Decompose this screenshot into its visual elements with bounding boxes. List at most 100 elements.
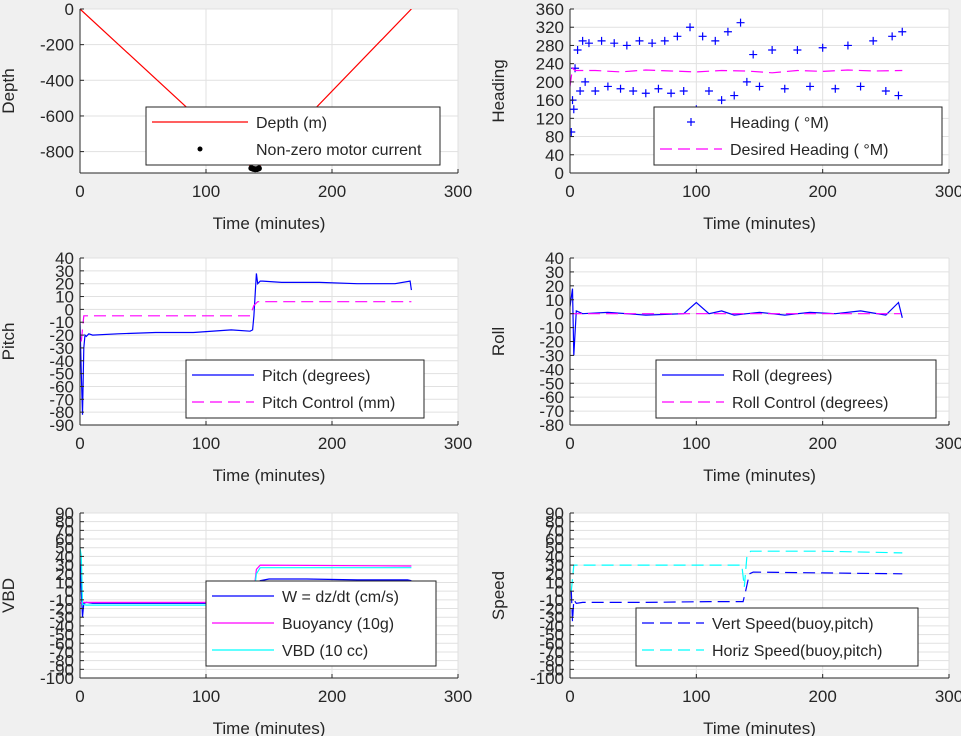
point-heading-m: [698, 32, 707, 41]
y-tick-label: -40: [539, 617, 564, 636]
point-heading-m: [578, 36, 587, 45]
x-tick-label: 300: [444, 434, 472, 453]
chart-vbd: 0 100 200 3009080706050403020100-10-20-30-4…: [0, 504, 472, 736]
y-tick-label: 40: [545, 547, 564, 566]
legend-swatch-non-zero-motor-current: [197, 146, 203, 152]
x-tick-label: 300: [935, 182, 961, 201]
y-tick-label: -10: [539, 591, 564, 610]
point-heading-m: [831, 84, 840, 93]
y-tick-label: -70: [49, 390, 74, 409]
y-tick-label: 120: [536, 109, 564, 128]
y-tick-label: 0: [65, 582, 74, 601]
point-heading-m: [780, 84, 789, 93]
x-tick-label: 200: [318, 434, 346, 453]
legend-label-vert-speed-buoy-pitch: Vert Speed(buoy,pitch): [712, 616, 874, 633]
point-heading-m: [679, 87, 688, 95]
legend-label-depth-m: Depth (m): [256, 115, 327, 132]
y-tick-label: -70: [539, 643, 564, 662]
y-tick-label: 160: [536, 91, 564, 110]
x-tick-label: 100: [682, 182, 710, 201]
x-tick-label: 300: [935, 687, 961, 706]
point-heading-m: [711, 36, 720, 45]
legend-label-w-dz-dt-cm-s: W = dz/dt (cm/s): [282, 589, 399, 606]
x-tick-label: 300: [444, 182, 472, 201]
legend-label-non-zero-motor-current: Non-zero motor current: [256, 142, 422, 159]
series-group: [570, 18, 907, 136]
y-tick-label: -400: [40, 71, 74, 90]
point-non-zero-motor-current: [255, 165, 262, 172]
y-tick-label: -100: [40, 669, 74, 688]
legend-box: [185, 359, 425, 419]
x-tick-label: 0: [565, 434, 574, 453]
y-tick-label: -60: [539, 634, 564, 653]
point-heading-m: [584, 39, 593, 48]
point-heading-m: [881, 87, 890, 95]
point-heading-m: [843, 41, 852, 50]
y-tick-label: 90: [545, 504, 564, 523]
point-heading-m: [597, 36, 606, 45]
point-heading-m: [667, 89, 676, 98]
y-tick-label: 0: [555, 164, 564, 183]
legend-label-vbd-10-cc: VBD (10 cc): [282, 643, 368, 660]
series-pitch-degrees: [80, 273, 412, 415]
y-tick-label: -50: [49, 626, 74, 645]
x-tick-label: 200: [808, 182, 836, 201]
y-tick-label: -200: [40, 36, 74, 55]
y-tick-label: 40: [545, 249, 564, 268]
y-tick-label: 80: [545, 128, 564, 147]
x-axis-label: Time (minutes): [703, 466, 816, 485]
y-tick-label: -30: [49, 339, 74, 358]
point-heading-m: [610, 39, 619, 48]
y-tick-label: 20: [55, 275, 74, 294]
x-tick-label: 100: [682, 687, 710, 706]
y-tick-label: 50: [55, 539, 74, 558]
y-axis-label: VBD: [0, 578, 18, 613]
point-heading-m: [749, 50, 758, 59]
x-axis-label: Time (minutes): [703, 719, 816, 736]
point-heading-m: [730, 91, 739, 100]
y-tick-label: 0: [555, 582, 564, 601]
y-tick-label: 20: [55, 565, 74, 584]
y-tick-label: -70: [49, 643, 74, 662]
y-tick-label: 240: [536, 55, 564, 74]
y-tick-label: 70: [55, 521, 74, 540]
x-tick-label: 0: [75, 182, 84, 201]
x-tick-label: 200: [318, 687, 346, 706]
y-tick-label: -30: [49, 608, 74, 627]
point-heading-m: [869, 36, 878, 45]
y-tick-label: -50: [49, 365, 74, 384]
x-tick-label: 0: [565, 182, 574, 201]
point-heading-m: [856, 82, 865, 91]
chart-pitch: 0 100 200 300403020100-10-20-30-40-50-60-70…: [0, 249, 472, 485]
y-tick-label: -80: [539, 416, 564, 435]
legend: Depth (m) Non-zero motor current: [145, 106, 441, 166]
x-tick-label: 200: [808, 687, 836, 706]
y-tick-label: 30: [55, 262, 74, 281]
y-tick-label: -80: [539, 652, 564, 671]
series-vert-speed-buoy-pitch: [570, 571, 903, 622]
legend-label-heading-m: Heading ( °M): [730, 115, 829, 132]
y-tick-label: -60: [49, 634, 74, 653]
x-tick-label: 100: [682, 434, 710, 453]
point-heading-m: [648, 39, 657, 48]
point-heading-m: [898, 27, 907, 36]
point-heading-m: [704, 87, 713, 95]
x-tick-label: 200: [318, 182, 346, 201]
point-heading-m: [654, 84, 663, 93]
series-group: [570, 550, 903, 622]
point-heading-m: [888, 32, 897, 41]
series-desired-heading-m: [570, 67, 903, 87]
y-tick-label: 30: [55, 556, 74, 575]
point-heading-m: [603, 82, 612, 91]
point-heading-m: [573, 46, 582, 54]
point-heading-m: [660, 36, 669, 45]
series-vbd-10-cc: [80, 547, 412, 606]
y-tick-label: -90: [49, 660, 74, 679]
series-group: [80, 273, 412, 415]
y-tick-label: 80: [545, 513, 564, 532]
y-tick-label: -30: [539, 608, 564, 627]
y-tick-label: -40: [539, 360, 564, 379]
point-heading-m: [793, 46, 802, 54]
y-tick-label: -60: [49, 377, 74, 396]
y-tick-label: 0: [65, 0, 74, 19]
